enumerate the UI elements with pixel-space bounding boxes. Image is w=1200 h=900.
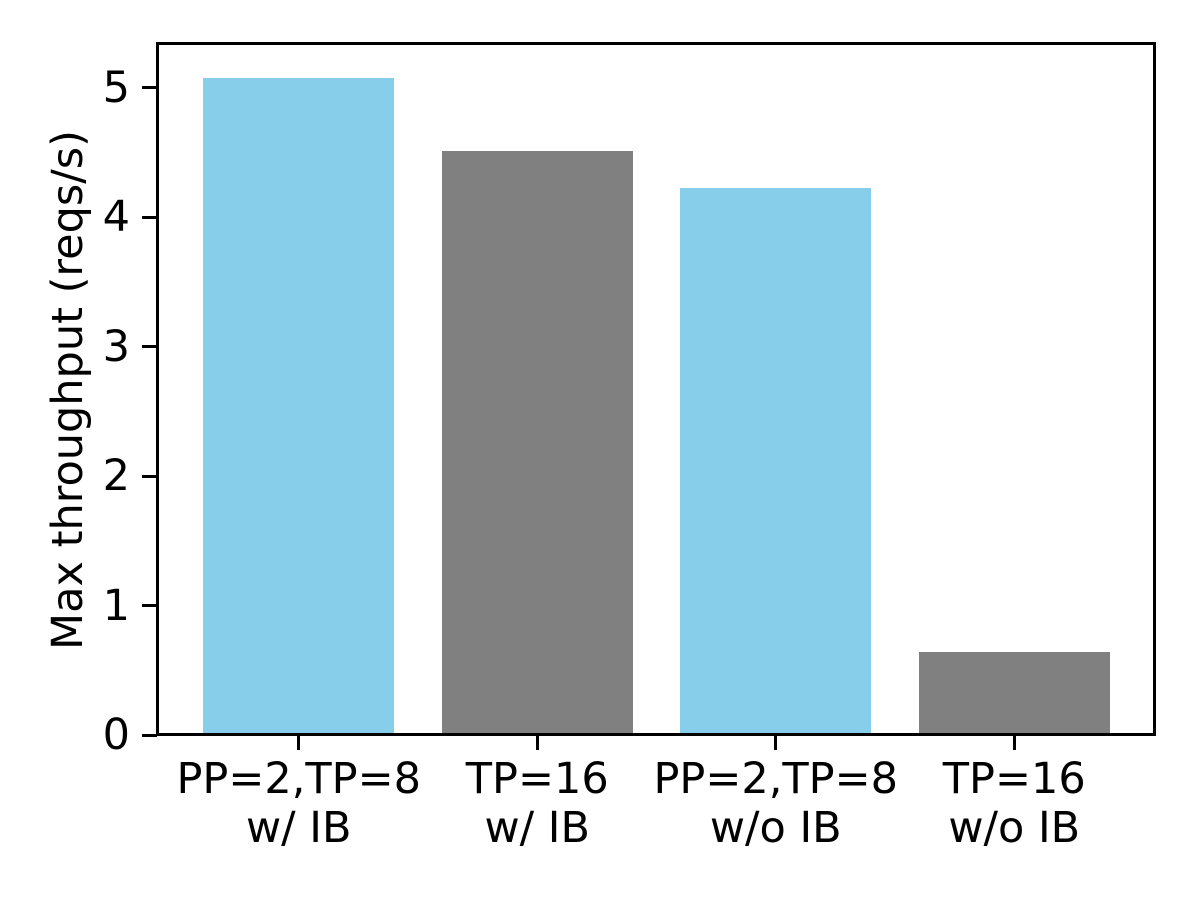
y-tick-mark [142, 86, 157, 90]
y-tick-label: 3 [102, 321, 130, 372]
bar-tp-16-w-ib [441, 151, 633, 735]
x-tick-mark [774, 736, 778, 750]
y-tick-label: 2 [102, 451, 130, 502]
x-tick-label-pp-2-tp-8-w-ib: PP=2,TP=8 w/ IB [139, 755, 459, 853]
y-tick-label: 0 [102, 710, 130, 760]
x-tick-label-line1: PP=2,TP=8 [653, 754, 899, 804]
bar-pp-2-tp-8-w-o-ib [680, 187, 872, 735]
y-tick-label: 1 [102, 580, 130, 631]
y-tick-label: 4 [102, 192, 130, 243]
x-tick-mark [297, 736, 301, 750]
y-tick-mark [142, 604, 157, 608]
y-tick-mark [142, 474, 157, 478]
x-tick-label-line2: w/o IB [709, 803, 842, 853]
x-tick-label-line2: w/ IB [245, 803, 352, 853]
y-tick-label: 5 [102, 62, 130, 113]
y-tick-mark [142, 345, 157, 349]
bar-tp-16-w-o-ib [918, 652, 1110, 735]
x-tick-mark [1012, 736, 1016, 750]
x-tick-label-tp-16-w-o-ib: TP=16 w/o IB [854, 755, 1174, 853]
x-tick-label-line1: TP=16 [942, 754, 1086, 804]
x-tick-label-line1: TP=16 [465, 754, 609, 804]
x-tick-label-tp-16-w-ib: TP=16 w/ IB [377, 755, 697, 853]
bar-pp-2-tp-8-w-ib [203, 77, 395, 735]
x-tick-label-line1: PP=2,TP=8 [176, 754, 421, 804]
y-axis-label: Max throughput (reqs/s) [43, 130, 93, 650]
y-tick-mark [142, 215, 157, 219]
x-tick-label-line2: w/o IB [948, 803, 1081, 853]
y-tick-mark [142, 733, 157, 737]
x-tick-label-pp-2-tp-8-w-o-ib: PP=2,TP=8 w/o IB [616, 755, 936, 853]
x-tick-mark [535, 736, 539, 750]
x-tick-label-line2: w/ IB [484, 803, 590, 853]
